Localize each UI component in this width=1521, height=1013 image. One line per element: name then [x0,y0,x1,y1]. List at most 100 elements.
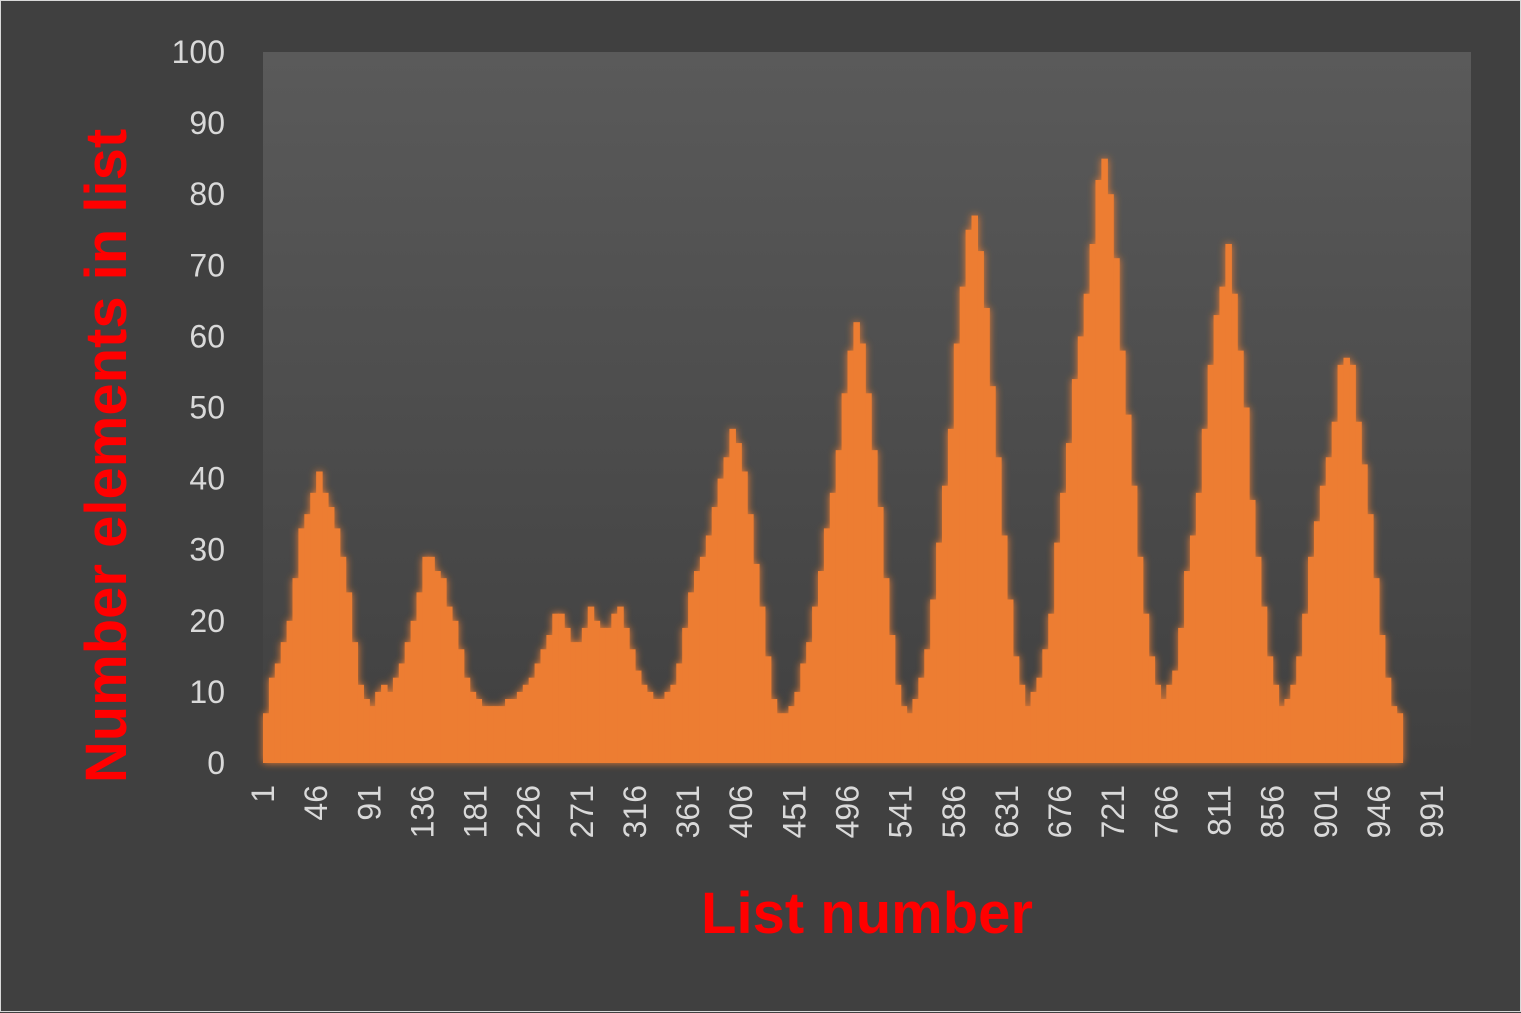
x-tick-labels: 1 46 91 136 181 226 271 316 361 406 451 496 541 586 63… [245,785,1450,838]
bar [741,471,748,763]
x-tick-label: 721 [1095,785,1131,838]
bar [794,691,801,763]
bar [398,663,406,763]
bar [593,620,601,763]
bar [1231,293,1238,763]
bar [829,492,837,763]
x-tick-label: 766 [1148,785,1184,838]
y-tick-label: 0 [207,745,225,781]
bar [694,571,701,763]
bar [735,443,742,763]
bar [1337,364,1345,763]
bar [882,578,890,763]
bar [386,691,394,763]
bar [634,670,642,763]
bar [327,507,335,763]
bar [1213,315,1221,763]
bar [392,677,400,763]
bar [528,677,536,763]
bar [658,699,666,763]
bar [1319,485,1327,763]
bar [652,699,660,763]
bar [280,642,288,763]
bar [1396,713,1404,763]
bar [404,642,412,763]
bar [723,457,731,763]
bar [853,322,860,763]
bar [274,663,282,763]
bar [823,528,831,763]
bar [1355,421,1362,763]
bar [1361,464,1368,763]
y-axis-title: Number elements in list [74,129,139,783]
bar [1042,649,1049,763]
bar [1207,364,1215,763]
bar [995,457,1002,763]
bar [1089,243,1097,764]
bar [351,642,359,763]
bar [900,706,908,763]
bar [640,684,648,763]
bar [263,713,270,763]
bar [440,578,447,763]
bar [570,642,577,763]
bar [516,691,524,763]
bar [617,606,624,763]
bar [546,635,553,763]
bar [859,343,866,763]
bar [941,485,949,763]
bar [1184,571,1191,763]
bar [1308,556,1315,763]
bar [971,215,978,763]
bar [345,592,353,763]
bar [581,627,589,763]
bar [1331,421,1339,763]
x-tick-label: 136 [404,785,440,838]
bar [410,620,418,763]
x-tick-label: 901 [1308,785,1344,838]
bar [575,642,583,763]
bar [1272,684,1280,763]
x-tick-label: 316 [617,785,653,838]
bar [959,286,967,763]
bar [812,606,819,763]
y-tick-label: 20 [189,603,225,639]
bar [983,307,990,763]
bar [1201,428,1209,763]
bar [1136,556,1144,763]
y-tick-label: 90 [189,105,225,141]
x-tick-label: 631 [989,785,1025,838]
bar [375,691,382,763]
bar [1006,599,1014,763]
bar [930,599,937,763]
bar [1178,627,1185,763]
bar [381,684,388,763]
bar [510,699,518,763]
bar [729,428,736,763]
bar [1372,578,1380,763]
x-tick-label: 1 [245,785,281,803]
bar [310,492,317,763]
x-tick-label: 271 [564,785,600,838]
bar [1048,613,1055,763]
x-tick-label: 946 [1361,785,1397,838]
y-tick-label: 100 [172,34,225,70]
bar [1378,635,1386,763]
bar [912,699,919,763]
bar [1113,258,1120,763]
bar [1125,414,1132,763]
bar [451,620,459,763]
x-tick-label: 586 [936,785,972,838]
bar [505,699,512,763]
bar [1172,670,1179,763]
bar [865,393,872,763]
bar [1001,535,1008,763]
bar [711,507,719,763]
bar [800,663,807,763]
x-tick-label: 856 [1255,785,1291,838]
bar [605,627,612,763]
x-tick-label: 541 [883,785,919,838]
bar [888,635,896,763]
bars-layer [263,158,1404,764]
bar [629,649,636,763]
